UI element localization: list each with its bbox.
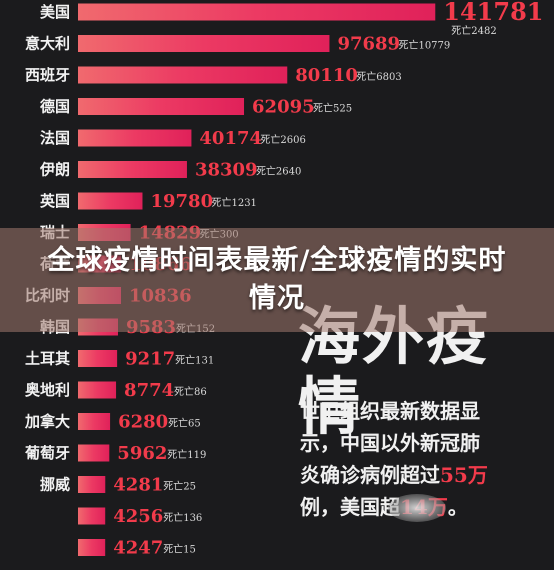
death-label: 死亡131 xyxy=(175,354,214,367)
bar xyxy=(78,444,110,462)
death-label: 死亡2640 xyxy=(256,165,301,178)
country-label: 法国 xyxy=(40,129,70,147)
bar xyxy=(78,381,117,399)
country-label: 挪威 xyxy=(40,476,70,494)
bar xyxy=(78,129,192,147)
death-label: 死亡10779 xyxy=(398,39,450,52)
death-label: 死亡136 xyxy=(163,511,202,524)
death-label: 死亡65 xyxy=(168,417,201,430)
death-label: 死亡6803 xyxy=(356,70,401,83)
death-label: 死亡2606 xyxy=(260,133,305,146)
value-label: 97689 xyxy=(337,34,400,55)
note-line-1: 世卫组织最新数据显 xyxy=(300,395,535,427)
note-line-4-tail: 。 xyxy=(447,495,468,519)
bar xyxy=(78,539,106,556)
country-label: 美国 xyxy=(40,3,70,21)
note-line-2: 示，中国以外新冠肺 xyxy=(300,427,535,459)
value-label: 4247 xyxy=(113,538,163,559)
country-label: 德国 xyxy=(40,98,70,116)
death-label: 死亡86 xyxy=(174,385,207,398)
value-label: 6280 xyxy=(118,412,168,433)
value-label: 80110 xyxy=(295,65,358,86)
value-label: 62095 xyxy=(252,97,315,118)
title-banner: 全球疫情时间表最新/全球疫情的实时情况 xyxy=(0,228,554,332)
note-line-3: 炎确诊病例超过55万 xyxy=(300,459,535,491)
value-label: 40174 xyxy=(199,128,262,149)
note-line-1-text: 世卫组织最新数据显 xyxy=(300,399,480,423)
country-label: 西班牙 xyxy=(25,66,70,84)
bar xyxy=(78,507,106,525)
bar xyxy=(78,35,330,52)
country-label: 英国 xyxy=(40,192,70,210)
note-line-3-text: 炎确诊病例超过 xyxy=(300,463,440,487)
note-line-4-text: 例，美国超 xyxy=(300,495,400,519)
bar xyxy=(78,413,111,430)
value-label: 19780 xyxy=(150,191,213,212)
note-highlight-global: 55万 xyxy=(440,463,488,487)
bar xyxy=(78,98,245,115)
country-label: 加拿大 xyxy=(24,413,70,431)
bar xyxy=(78,350,118,367)
bar xyxy=(78,66,288,84)
value-label: 4256 xyxy=(113,506,163,527)
death-label: 死亡525 xyxy=(313,102,352,115)
note-line-2-text: 示，中国以外新冠肺 xyxy=(300,431,480,455)
value-label: 38309 xyxy=(195,160,258,181)
value-label: 9217 xyxy=(125,349,175,370)
value-label: 8774 xyxy=(124,380,174,401)
value-label: 141781 xyxy=(443,0,543,26)
bar xyxy=(78,192,143,210)
banner-title: 全球疫情时间表最新/全球疫情的实时情况 xyxy=(47,245,507,314)
bar xyxy=(78,476,106,493)
death-label: 死亡25 xyxy=(163,480,196,493)
death-label: 死亡1231 xyxy=(211,196,256,209)
death-label: 死亡15 xyxy=(163,543,196,556)
country-label: 葡萄牙 xyxy=(24,444,70,462)
bar xyxy=(78,161,187,178)
bar xyxy=(78,3,436,21)
watermark-smudge xyxy=(388,494,446,522)
country-label: 奥地利 xyxy=(25,381,70,399)
value-label: 4281 xyxy=(113,475,163,496)
country-label: 意大利 xyxy=(25,35,70,53)
country-label: 伊朗 xyxy=(39,161,70,179)
country-label: 土耳其 xyxy=(25,350,70,368)
value-label: 5962 xyxy=(117,443,167,464)
death-label: 死亡2482 xyxy=(451,24,496,37)
death-label: 死亡119 xyxy=(167,448,206,461)
